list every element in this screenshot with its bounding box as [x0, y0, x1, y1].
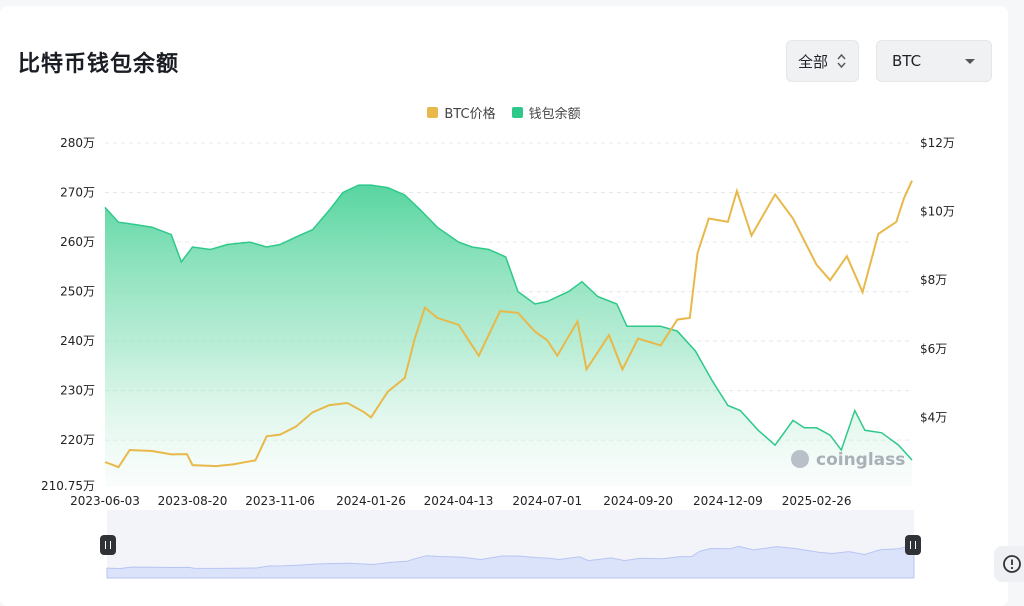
- help-button[interactable]: [994, 546, 1024, 582]
- x-axis-tick-label: 2023-08-20: [158, 494, 228, 508]
- x-axis-tick-label: 2023-06-03: [70, 494, 140, 508]
- sort-updown-icon: [837, 53, 846, 69]
- coin-select-label: BTC: [892, 52, 922, 70]
- coinglass-watermark: coinglass: [791, 450, 905, 470]
- left-axis-tick-label: 250万: [60, 285, 95, 299]
- chart-legend: BTC价格 钱包余额: [0, 103, 1008, 122]
- watermark-text: coinglass: [816, 450, 905, 470]
- x-axis-tick-label: 2024-07-01: [512, 494, 582, 508]
- right-axis: $12万 $10万 $8万 $6万 $4万: [920, 136, 955, 424]
- legend-label-btc-price: BTC价格: [444, 107, 496, 122]
- x-axis-tick-label: 2024-12-09: [693, 494, 763, 508]
- right-axis-tick-label: $10万: [920, 205, 955, 219]
- legend-item-btc-price[interactable]: BTC价格: [427, 103, 496, 122]
- legend-item-balance[interactable]: 钱包余额: [511, 103, 581, 122]
- x-axis: 2023-06-03 2023-08-20 2023-11-06 2024-01-26…: [70, 494, 851, 508]
- x-axis-tick-label: 2024-04-13: [424, 494, 494, 508]
- x-axis-tick-label: 2025-02-26: [782, 494, 852, 508]
- navigator-handle-left[interactable]: [100, 535, 116, 555]
- right-axis-tick-label: $12万: [920, 136, 955, 150]
- clock-alert-icon: [1003, 555, 1021, 573]
- legend-label-balance: 钱包余额: [528, 107, 581, 122]
- left-axis-tick-label: 270万: [60, 186, 95, 200]
- navigator-handle-right[interactable]: [905, 535, 921, 555]
- coin-select[interactable]: BTC: [876, 40, 992, 82]
- left-axis-tick-label: 240万: [60, 334, 95, 348]
- chevron-down-icon: [965, 59, 975, 64]
- coinglass-logo-icon: [791, 450, 809, 468]
- left-axis: 280万 270万 260万 250万 240万 230万 220万 210.75万: [41, 136, 95, 493]
- range-select-label: 全部: [798, 52, 829, 71]
- x-axis-tick-label: 2024-01-26: [336, 494, 406, 508]
- left-axis-tick-label: 260万: [60, 235, 95, 249]
- navigator-area: [106, 544, 915, 579]
- x-axis-tick-label: 2023-11-06: [245, 494, 315, 508]
- legend-swatch-btc-price: [427, 107, 439, 118]
- balance-area: [105, 185, 912, 486]
- left-axis-tick-label: 230万: [60, 384, 95, 398]
- right-axis-tick-label: $6万: [920, 342, 947, 356]
- x-axis-tick-label: 2024-09-20: [603, 494, 673, 508]
- left-axis-tick-label: 210.75万: [41, 479, 95, 493]
- page-title: 比特币钱包余额: [18, 52, 180, 77]
- right-axis-tick-label: $8万: [920, 273, 947, 287]
- btc-price-line: [104, 180, 913, 469]
- left-axis-tick-label: 280万: [60, 136, 95, 150]
- right-axis-tick-label: $4万: [920, 410, 947, 424]
- range-select[interactable]: 全部: [786, 40, 859, 82]
- balance-line: [104, 184, 913, 461]
- legend-swatch-balance: [511, 107, 523, 118]
- left-axis-tick-label: 220万: [60, 433, 95, 447]
- range-navigator[interactable]: [100, 510, 921, 579]
